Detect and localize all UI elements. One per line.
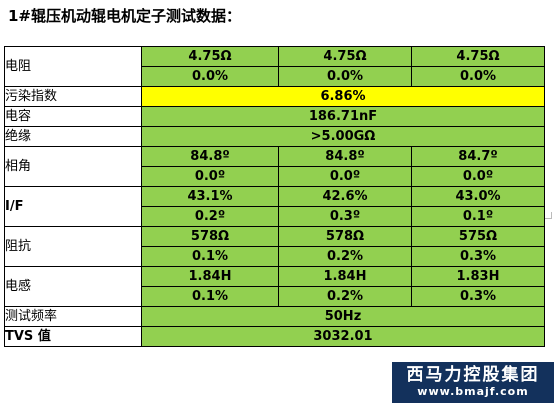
table-row-frequency: 测试频率 50Hz	[4, 306, 545, 327]
impedance-value-2: 578Ω	[278, 226, 412, 247]
phase-angle-value-2: 84.8º	[278, 146, 412, 167]
pollution-value: 6.86%	[141, 86, 545, 107]
brand-name: 西马力控股集团	[406, 365, 540, 385]
table-row-resistance-values: 电阻 4.75Ω 4.75Ω 4.75Ω	[4, 46, 545, 87]
brand-url: www.bmajf.com	[417, 385, 529, 398]
if-deviation-1: 0.2º	[141, 206, 279, 227]
table-row-inductance-values: 电感 1.84H 1.84H 1.83H	[4, 266, 545, 307]
table-row-if-values: I/F 43.1% 42.6% 43.0%	[4, 186, 545, 227]
if-value-3: 43.0%	[411, 186, 545, 207]
tvs-value: 3032.01	[141, 326, 545, 347]
table-row-phase-angle-values: 相角 84.8º 84.8º 84.7º	[4, 146, 545, 187]
brand-watermark: 西马力控股集团 www.bmajf.com	[392, 362, 554, 403]
phase-angle-deviation-2: 0.0º	[278, 166, 412, 187]
row-label-frequency: 测试频率	[4, 306, 142, 327]
phase-angle-value-1: 84.8º	[141, 146, 279, 167]
row-label-impedance: 阻抗	[4, 226, 142, 267]
if-value-1: 43.1%	[141, 186, 279, 207]
inductance-value-3: 1.83H	[411, 266, 545, 287]
resistance-deviation-3: 0.0%	[411, 66, 545, 87]
inductance-value-1: 1.84H	[141, 266, 279, 287]
row-label-if: I/F	[4, 186, 142, 227]
if-deviation-2: 0.3º	[278, 206, 412, 227]
impedance-value-3: 575Ω	[411, 226, 545, 247]
resistance-value-1: 4.75Ω	[141, 46, 279, 67]
resistance-deviation-2: 0.0%	[278, 66, 412, 87]
inductance-deviation-1: 0.1%	[141, 286, 279, 307]
table-row-insulation: 绝缘 >5.00GΩ	[4, 126, 545, 147]
capacitance-value: 186.71nF	[141, 106, 545, 127]
document-title: 1#辊压机动辊电机定子测试数据：	[8, 7, 242, 25]
row-label-pollution: 污染指数	[4, 86, 142, 107]
row-label-resistance: 电阻	[4, 46, 142, 87]
inductance-deviation-3: 0.3%	[411, 286, 545, 307]
table-row-impedance-deviation: 0.1% 0.2% 0.3%	[5, 246, 545, 267]
row-label-phase-angle: 相角	[4, 146, 142, 187]
resistance-value-3: 4.75Ω	[411, 46, 545, 67]
impedance-value-1: 578Ω	[141, 226, 279, 247]
row-label-capacitance: 电容	[4, 106, 142, 127]
if-value-2: 42.6%	[278, 186, 412, 207]
resistance-deviation-1: 0.0%	[141, 66, 279, 87]
table-row-pollution: 污染指数 6.86%	[4, 86, 545, 107]
resistance-value-2: 4.75Ω	[278, 46, 412, 67]
impedance-deviation-1: 0.1%	[141, 246, 279, 267]
table-row-tvs: TVS 值 3032.01	[4, 326, 545, 347]
frequency-value: 50Hz	[141, 306, 545, 327]
phase-angle-deviation-3: 0.0º	[411, 166, 545, 187]
table-row-phase-angle-deviation: 0.0º 0.0º 0.0º	[5, 166, 545, 187]
edge-marker	[545, 212, 552, 219]
row-label-tvs: TVS 值	[4, 326, 142, 347]
table-row-resistance-deviation: 0.0% 0.0% 0.0%	[5, 66, 545, 87]
impedance-deviation-3: 0.3%	[411, 246, 545, 267]
stator-test-table: 电阻 4.75Ω 4.75Ω 4.75Ω 0.0% 0.0% 0.0% 污染指数…	[4, 46, 545, 347]
impedance-deviation-2: 0.2%	[278, 246, 412, 267]
inductance-deviation-2: 0.2%	[278, 286, 412, 307]
insulation-value: >5.00GΩ	[141, 126, 545, 147]
row-label-inductance: 电感	[4, 266, 142, 307]
inductance-value-2: 1.84H	[278, 266, 412, 287]
table-row-impedance-values: 阻抗 578Ω 578Ω 575Ω	[4, 226, 545, 267]
row-label-insulation: 绝缘	[4, 126, 142, 147]
phase-angle-deviation-1: 0.0º	[141, 166, 279, 187]
table-row-inductance-deviation: 0.1% 0.2% 0.3%	[5, 286, 545, 307]
if-deviation-3: 0.1º	[411, 206, 545, 227]
table-row-capacitance: 电容 186.71nF	[4, 106, 545, 127]
phase-angle-value-3: 84.7º	[411, 146, 545, 167]
